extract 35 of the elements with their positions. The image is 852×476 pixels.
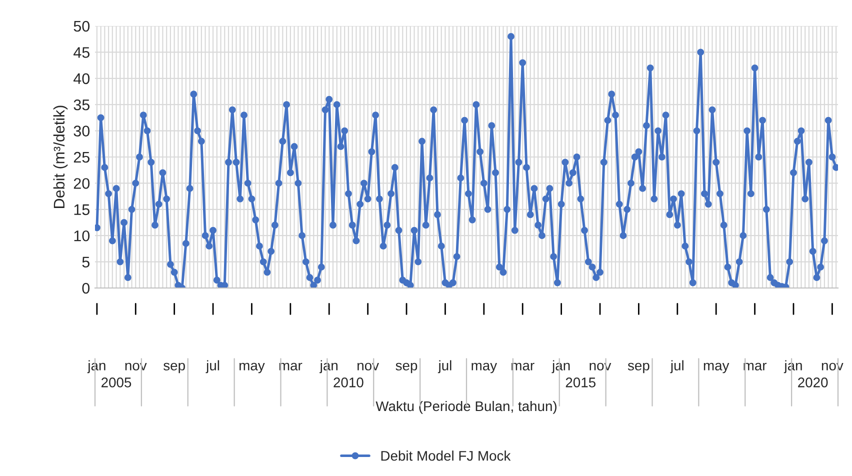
x-tick-label: nov: [590, 362, 612, 370]
x-tick-label: nov: [358, 362, 379, 370]
x-tick-label: jan: [552, 360, 570, 374]
x-tick-label: sep: [164, 362, 185, 374]
x-tick-label: jul: [206, 360, 220, 374]
text: 2020: [798, 378, 828, 388]
y-tick-label: 15: [74, 204, 90, 216]
x-tick-label: mar: [279, 362, 302, 370]
x-tick-label: sep: [628, 362, 650, 374]
x-tick-label: may: [472, 362, 498, 374]
x-tick-label: may: [240, 362, 265, 374]
text: 2015: [566, 378, 596, 388]
x-tick-label: jan: [320, 360, 338, 374]
x-axis-title: Waktu (Periode Bulan, tahun): [376, 400, 556, 414]
text: 2010: [334, 378, 364, 388]
y-tick-label: 20: [74, 178, 90, 189]
x-tick-label: jan: [784, 360, 802, 374]
y-axis-title: Debit (m³/detik): [53, 106, 68, 208]
x-tick-label: mar: [744, 362, 767, 370]
x-tick-label: jan: [87, 360, 106, 374]
legend-label: Debit Model FJ Mock: [381, 450, 511, 461]
y-tick-label: 40: [74, 73, 90, 84]
y-tick-label: 10: [74, 230, 90, 242]
y-tick-label: 25: [74, 152, 90, 163]
x-tick-label: jul: [438, 360, 452, 374]
y-tick-label: 45: [74, 47, 90, 58]
y-tick-label: 30: [74, 126, 90, 136]
y-tick-label: 5: [82, 256, 90, 268]
x-tick-label: sep: [396, 362, 418, 374]
text: 2005: [102, 378, 132, 388]
x-tick-label: jul: [670, 360, 684, 374]
y-tick-label: 35: [74, 99, 90, 110]
y-tick-label: 0: [82, 282, 90, 294]
y-tick-label: 50: [74, 20, 90, 32]
x-tick-label: may: [704, 362, 730, 374]
